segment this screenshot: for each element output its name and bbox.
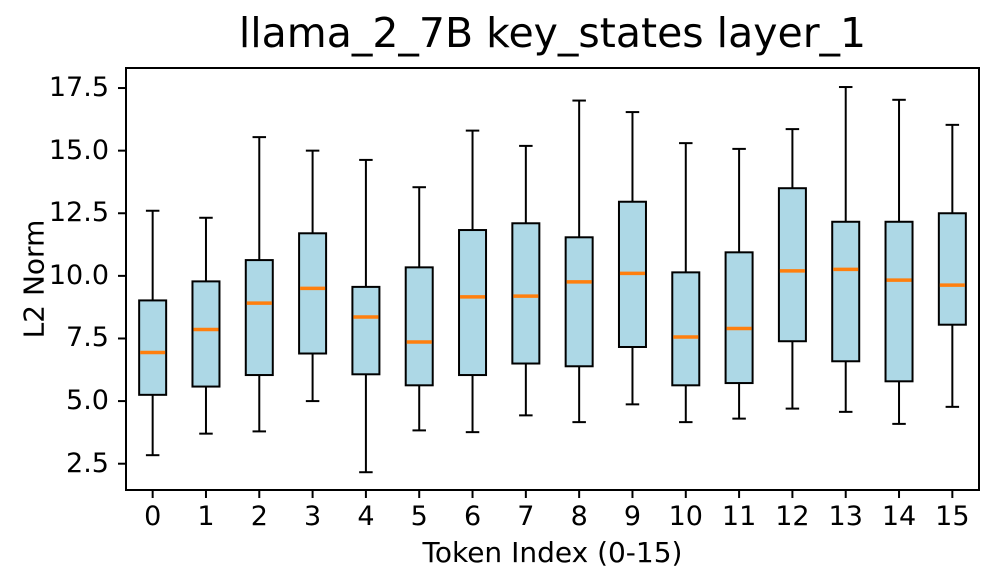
x-tick-label: 15 xyxy=(935,501,970,532)
x-tick-label: 2 xyxy=(250,501,268,532)
box-token-13 xyxy=(831,220,861,363)
x-tick-label: 3 xyxy=(304,501,322,532)
x-tick-label: 4 xyxy=(357,501,375,532)
box-token-11 xyxy=(724,251,754,385)
box-token-2 xyxy=(244,259,274,377)
x-tick-label: 14 xyxy=(881,501,917,532)
axes-spines xyxy=(125,67,980,491)
x-axis-label: Token Index (0-15) xyxy=(422,536,683,569)
x-tick-label: 8 xyxy=(570,501,588,532)
box-token-14 xyxy=(884,220,914,383)
y-tick-label: 7.5 xyxy=(66,322,109,354)
x-tick-label: 7 xyxy=(517,501,535,532)
chart-title: llama_2_7B key_states layer_1 xyxy=(238,9,867,57)
x-tick-label: 13 xyxy=(828,501,863,532)
y-tick-label: 15.0 xyxy=(48,134,109,166)
y-tick-label: 17.5 xyxy=(48,72,109,104)
box-token-5 xyxy=(404,266,434,387)
y-tick-label: 2.5 xyxy=(66,447,109,479)
box-token-8 xyxy=(564,236,594,368)
x-tick-label: 11 xyxy=(721,501,757,532)
x-tick-label: 12 xyxy=(775,501,810,532)
box-token-0 xyxy=(138,299,168,396)
box-token-10 xyxy=(671,271,701,387)
y-tick-label: 10.0 xyxy=(48,259,109,291)
box-token-7 xyxy=(511,222,541,365)
y-tick-label: 5.0 xyxy=(66,385,109,417)
x-tick-label: 1 xyxy=(197,501,215,532)
x-tick-label: 9 xyxy=(623,501,642,532)
box-token-6 xyxy=(458,229,488,377)
y-tick-label: 12.5 xyxy=(48,197,109,229)
x-tick-label: 10 xyxy=(668,501,703,532)
x-tick-label: 5 xyxy=(410,501,428,532)
box-token-3 xyxy=(298,232,328,355)
box-token-15 xyxy=(937,212,967,326)
box-token-12 xyxy=(777,187,807,343)
box-token-1 xyxy=(191,280,221,388)
x-tick-label: 6 xyxy=(463,501,482,532)
x-tick-label: 0 xyxy=(144,501,162,532)
box-token-4 xyxy=(351,285,381,376)
